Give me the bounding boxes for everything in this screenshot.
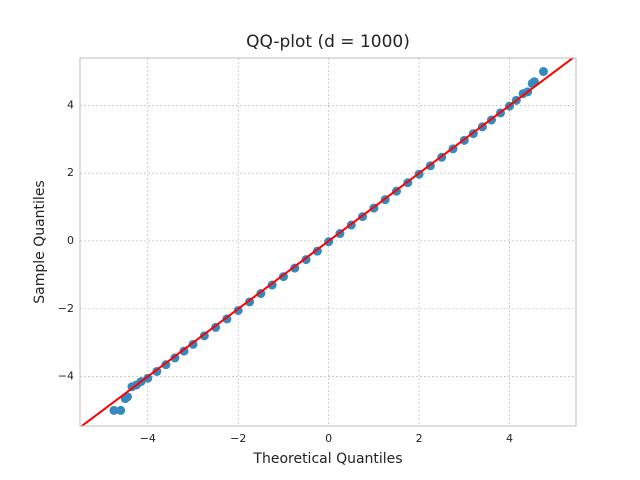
axes-frame <box>79 57 577 427</box>
chart-title: QQ-plot (d = 1000) <box>246 32 410 52</box>
x-tick-label: 2 <box>416 432 423 445</box>
y-tick-label: 4 <box>67 98 74 111</box>
x-tick-label: −4 <box>140 432 156 445</box>
x-tick-label: 4 <box>506 432 513 445</box>
x-axis-label: Theoretical Quantiles <box>252 451 402 467</box>
data-point <box>116 405 126 415</box>
y-tick-label: 2 <box>67 166 74 179</box>
data-point <box>109 405 119 415</box>
y-tick-label: −4 <box>58 370 74 383</box>
x-tick-label: −2 <box>230 432 246 445</box>
x-tick-label: 0 <box>325 432 332 445</box>
reference-line <box>80 58 575 426</box>
y-tick-label: −2 <box>58 302 74 315</box>
y-axis-label: Sample Quantiles <box>32 180 48 303</box>
y-tick-label: 0 <box>67 234 74 247</box>
data-point <box>538 67 548 77</box>
